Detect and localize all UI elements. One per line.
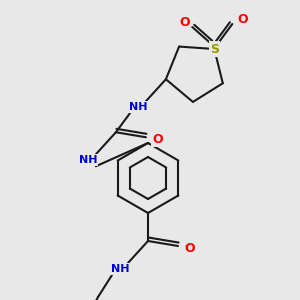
Text: NH: NH [79, 155, 97, 165]
Text: NH: NH [129, 102, 147, 112]
Text: NH: NH [111, 264, 129, 274]
Text: O: O [185, 242, 195, 254]
Text: S: S [210, 43, 219, 56]
Text: O: O [179, 16, 190, 28]
Text: O: O [153, 133, 163, 146]
Text: O: O [237, 13, 247, 26]
